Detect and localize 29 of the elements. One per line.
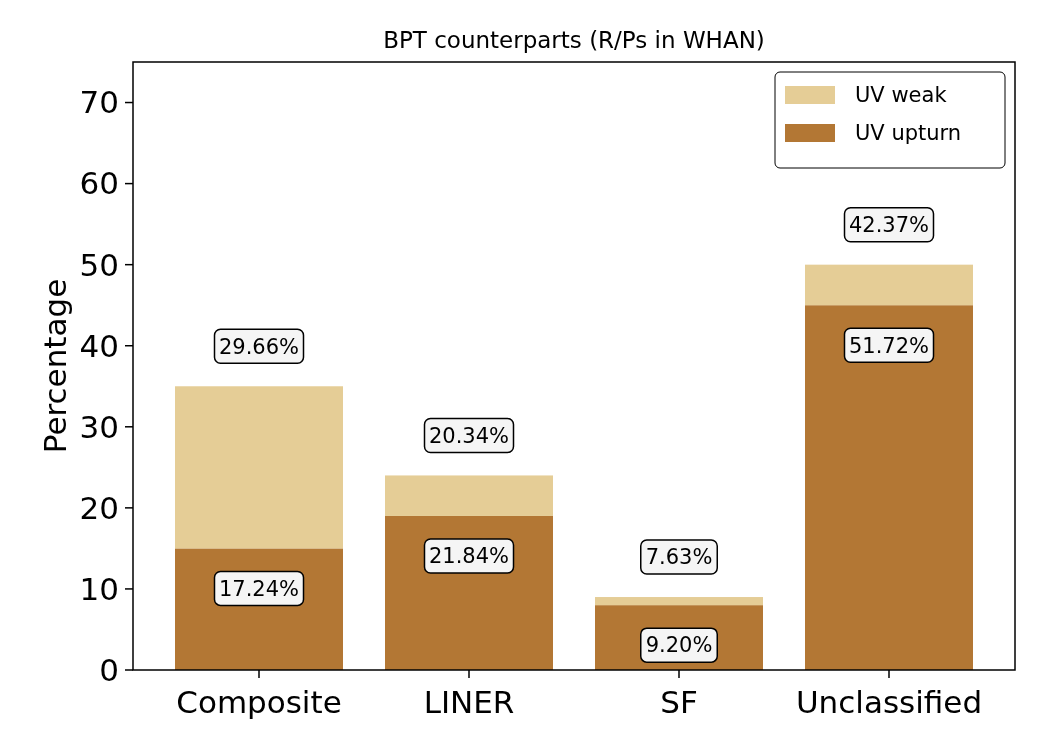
chart-title: BPT counterparts (R/Ps in WHAN)	[383, 27, 765, 53]
legend-label: UV weak	[855, 83, 948, 108]
bar	[805, 264, 973, 306]
annotation: 51.72%	[848, 333, 930, 358]
bar	[385, 475, 553, 516]
x-tick-label: SF	[660, 683, 698, 720]
y-tick-label: 50	[79, 246, 119, 283]
y-tick-label: 40	[79, 327, 119, 364]
annotation: 7.63%	[645, 545, 713, 570]
x-tick-label: Composite	[176, 683, 342, 720]
annotation: 17.24%	[218, 576, 300, 601]
annotation: 20.34%	[428, 423, 510, 448]
x-tick-label: LINER	[423, 683, 515, 720]
y-tick-label: 0	[99, 651, 119, 688]
y-tick-label: 30	[79, 408, 119, 445]
y-tick-label: 60	[79, 165, 119, 202]
annotation: 9.20%	[645, 633, 713, 658]
y-tick-label: 20	[79, 489, 119, 526]
annotation: 21.84%	[428, 544, 510, 569]
y-tick-label: 10	[79, 570, 119, 607]
bar	[805, 305, 973, 670]
bar	[595, 597, 763, 606]
y-tick-label: 70	[79, 84, 119, 121]
annotation: 42.37%	[848, 213, 930, 238]
y-axis-title: Percentage	[36, 278, 73, 454]
bar	[175, 386, 343, 549]
legend-label: UV upturn	[855, 121, 962, 146]
x-tick-label: Unclassified	[795, 683, 983, 720]
annotation: 29.66%	[218, 334, 300, 359]
